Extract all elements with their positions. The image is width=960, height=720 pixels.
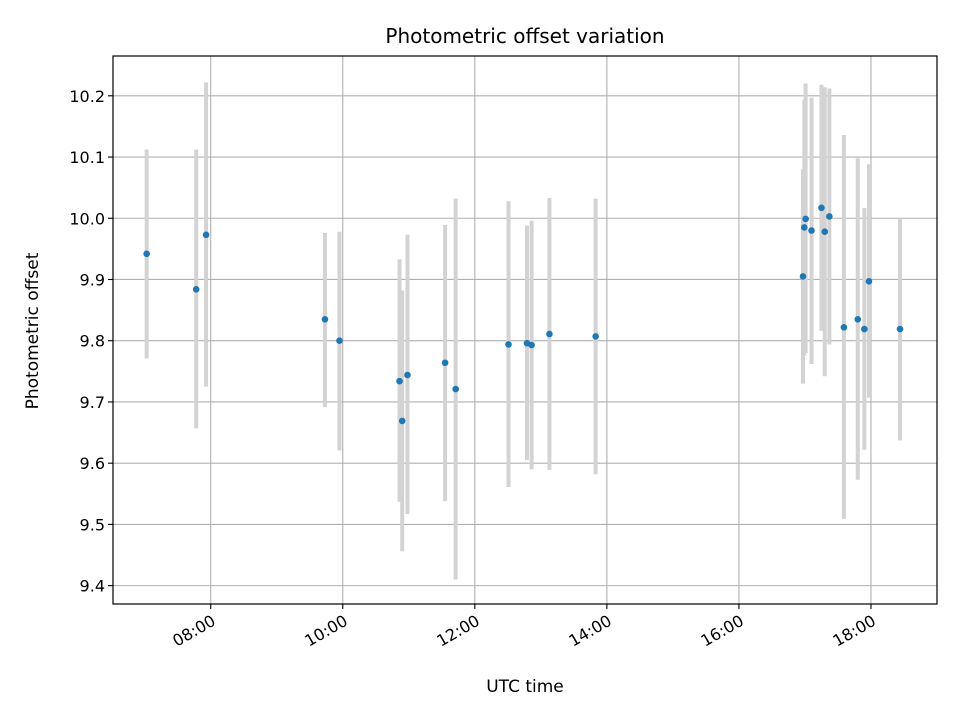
data-point bbox=[546, 330, 553, 338]
y-tick-label: 9.7 bbox=[80, 393, 105, 412]
y-axis-ticks: 9.4 9.5 9.6 9.7 9.8 9.9 10.0 10.1 10.2 bbox=[69, 87, 113, 596]
data-point bbox=[854, 315, 862, 323]
data-point bbox=[896, 325, 904, 333]
data-point bbox=[202, 231, 210, 239]
data-point bbox=[398, 417, 406, 425]
x-axis-title: UTC time bbox=[486, 677, 564, 697]
data-point bbox=[441, 359, 449, 367]
y-tick-label: 9.6 bbox=[80, 454, 105, 473]
y-tick-label: 9.8 bbox=[80, 332, 105, 351]
data-point bbox=[826, 213, 833, 220]
chart-title: Photometric offset variation bbox=[385, 24, 664, 48]
data-point bbox=[404, 371, 411, 379]
y-tick-label: 9.4 bbox=[80, 577, 105, 596]
data-point bbox=[192, 285, 200, 293]
data-point bbox=[452, 385, 459, 393]
data-point bbox=[799, 273, 807, 280]
data-point bbox=[528, 341, 535, 349]
data-point bbox=[336, 337, 343, 345]
data-point bbox=[821, 228, 829, 236]
data-point bbox=[143, 250, 150, 258]
data-point bbox=[321, 315, 329, 323]
data-point bbox=[865, 278, 873, 285]
data-point bbox=[396, 377, 403, 385]
data-point bbox=[505, 341, 512, 348]
y-tick-label: 10.1 bbox=[69, 148, 105, 167]
plot-area-frame bbox=[112, 55, 938, 605]
data-point bbox=[861, 325, 868, 333]
data-point bbox=[800, 224, 808, 231]
data-points bbox=[143, 204, 904, 425]
y-tick-label: 9.9 bbox=[80, 270, 105, 289]
data-point bbox=[592, 333, 599, 340]
data-point bbox=[818, 204, 825, 212]
data-point bbox=[802, 215, 809, 223]
y-tick-label: 9.5 bbox=[80, 515, 105, 534]
y-tick-label: 10.0 bbox=[69, 209, 105, 228]
data-point bbox=[808, 227, 815, 234]
y-axis-title: Photometric offset bbox=[23, 252, 43, 409]
y-tick-label: 10.2 bbox=[69, 87, 105, 106]
data-point bbox=[840, 323, 848, 331]
